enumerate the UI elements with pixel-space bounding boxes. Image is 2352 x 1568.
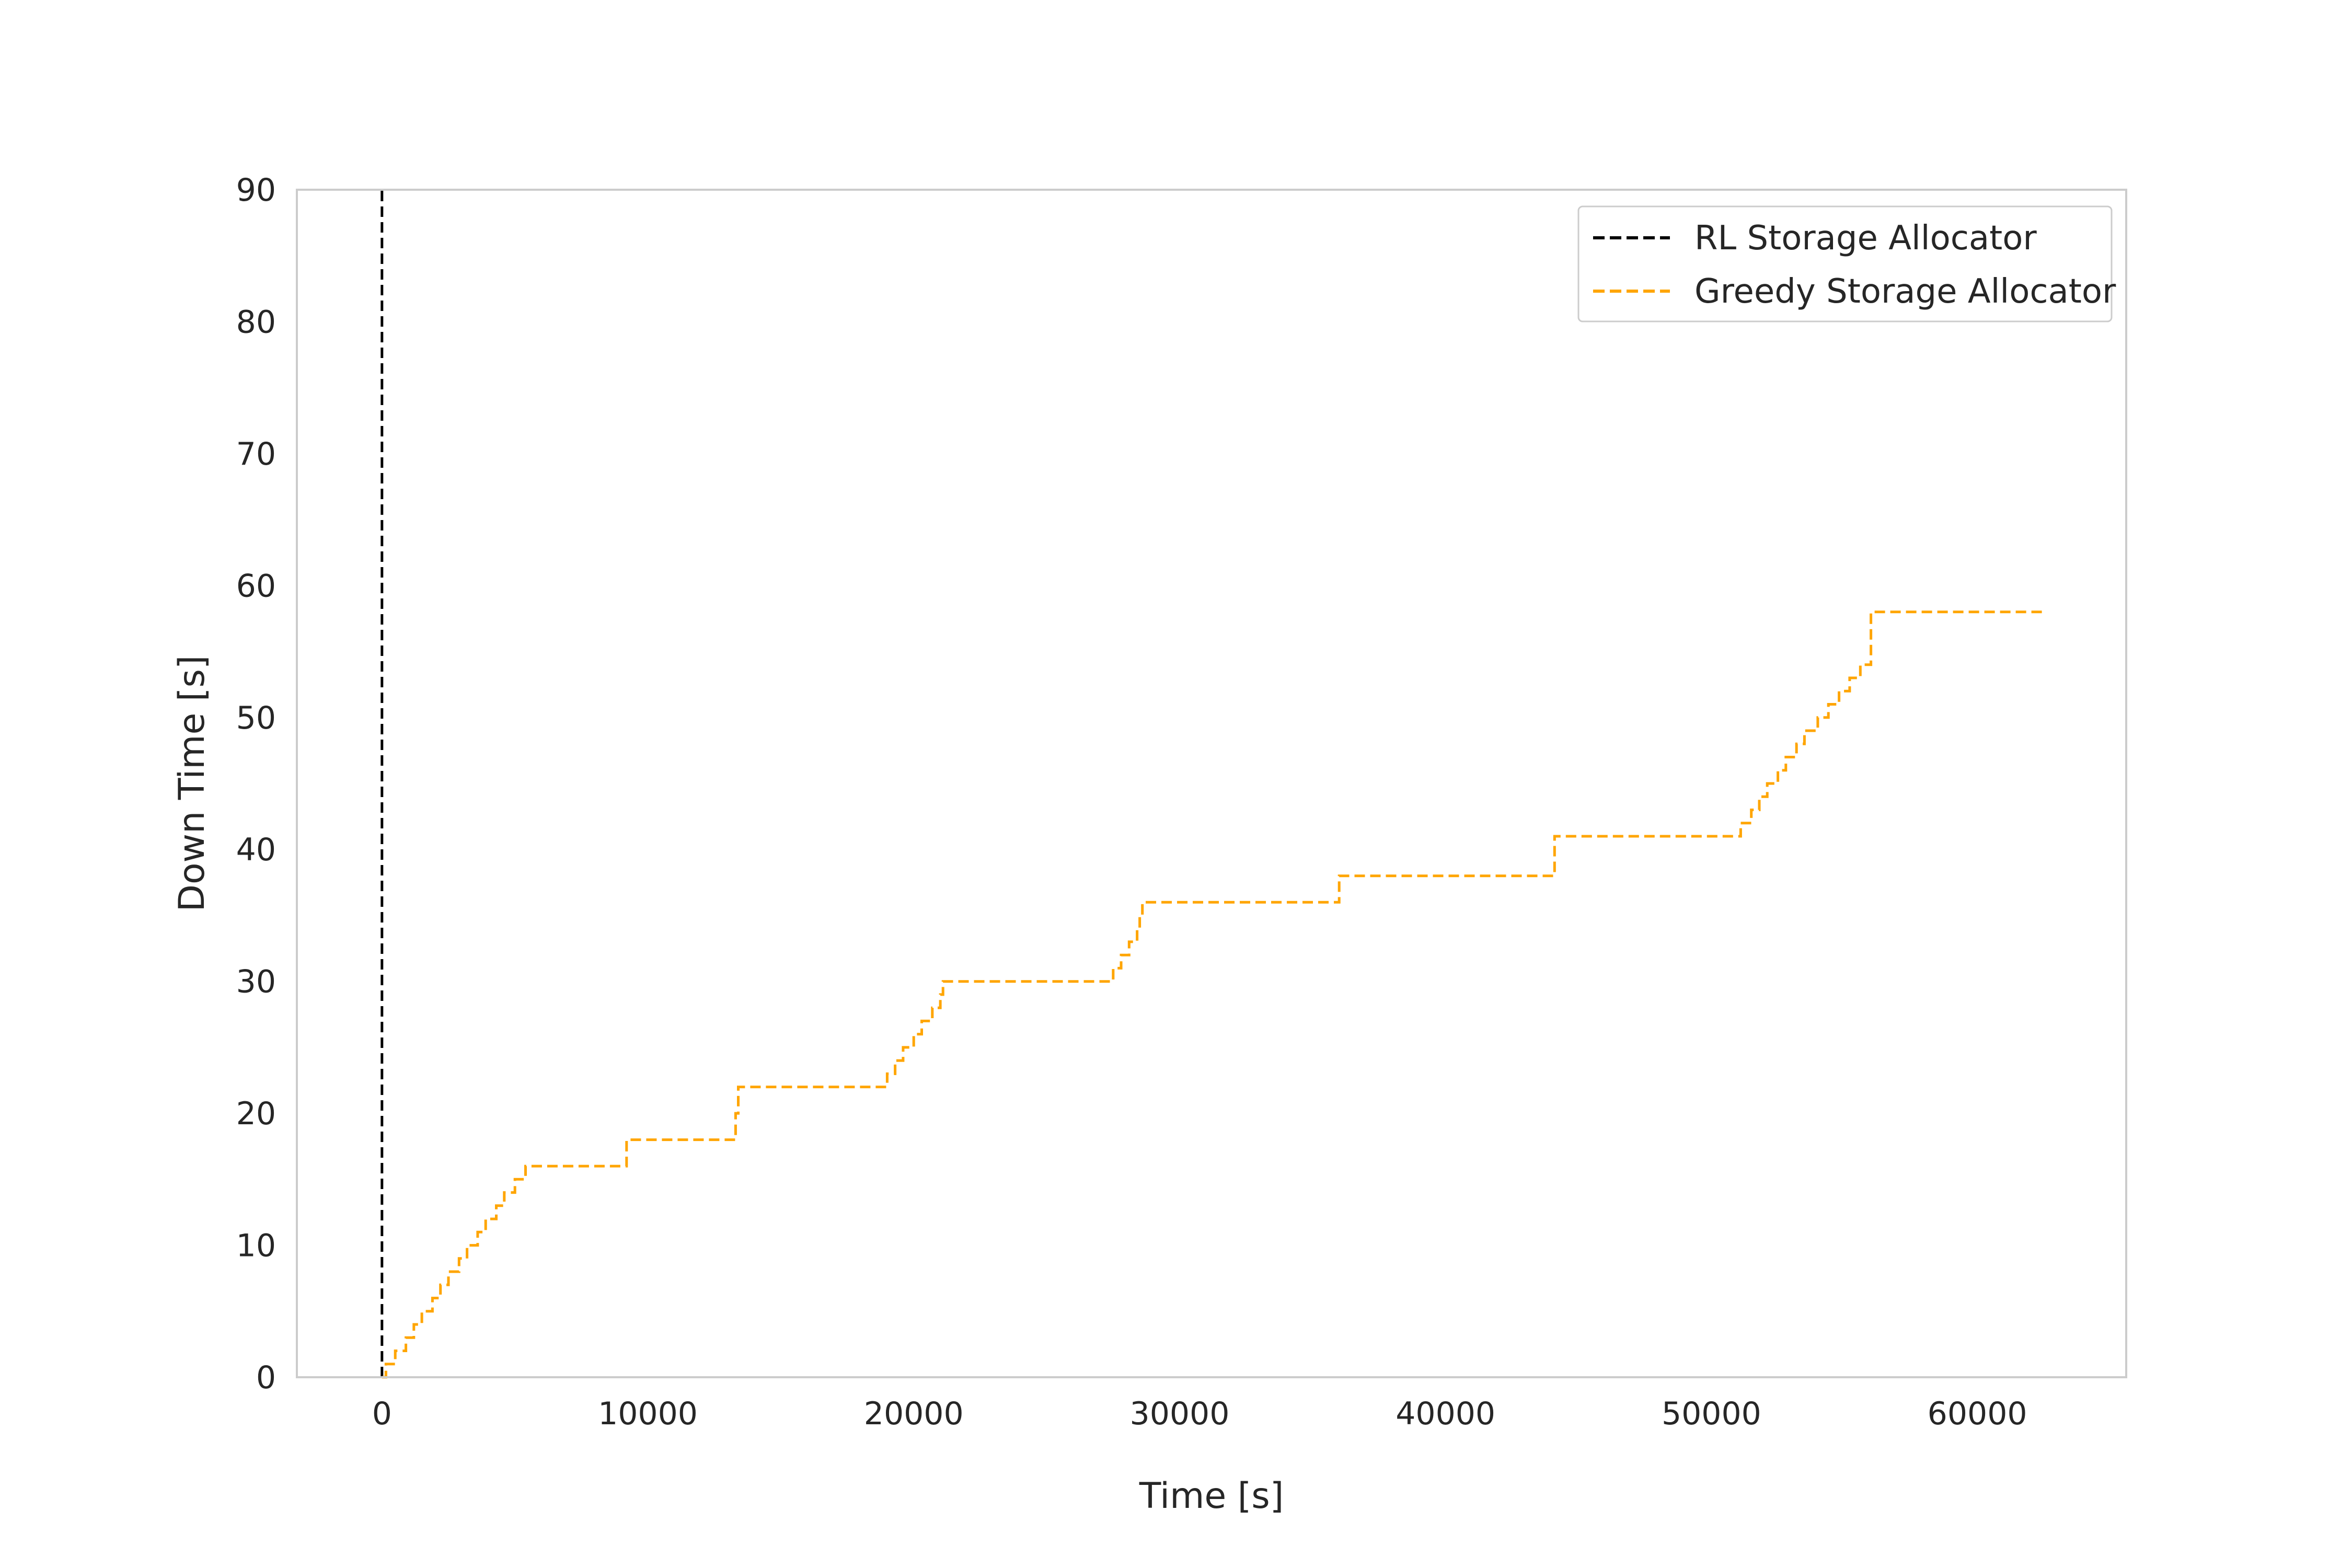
- y-tick-label: 30: [236, 964, 276, 1000]
- y-tick-label: 50: [236, 700, 276, 736]
- x-tick-label: 0: [372, 1396, 392, 1432]
- x-tick-label: 50000: [1662, 1396, 1761, 1432]
- x-tick-label: 60000: [1928, 1396, 2027, 1432]
- y-tick-label: 60: [236, 568, 276, 604]
- legend: RL Storage Allocator Greedy Storage Allo…: [1577, 205, 2116, 322]
- legend-box: [1577, 205, 2113, 322]
- legend-label-greedy: Greedy Storage Allocator: [1694, 272, 2116, 311]
- series-line-1: [382, 610, 2047, 1379]
- plot-frame: [296, 189, 2127, 1378]
- y-axis-label: Down Time [s]: [171, 655, 213, 912]
- y-tick-label: 90: [236, 172, 276, 209]
- y-tick-label: 20: [236, 1096, 276, 1132]
- y-tick-label: 80: [236, 304, 276, 340]
- x-tick-label: 30000: [1130, 1396, 1230, 1432]
- legend-label-rl: RL Storage Allocator: [1694, 219, 2037, 258]
- y-tick-label: 0: [256, 1359, 276, 1396]
- x-tick-label: 10000: [598, 1396, 698, 1432]
- y-tick-label: 70: [236, 436, 276, 472]
- y-tick-labels: 0 10 20 30 40 50 60 70 80 90: [236, 172, 276, 1396]
- y-tick-label: 10: [236, 1228, 276, 1264]
- series-layer: [381, 190, 2047, 1379]
- x-tick-labels: 0 10000 20000 30000 40000 50000 60000: [372, 1396, 2027, 1432]
- x-tick-label: 40000: [1396, 1396, 1495, 1432]
- x-axis-label: Time [s]: [1139, 1475, 1284, 1517]
- x-tick-label: 20000: [864, 1396, 964, 1432]
- y-tick-label: 40: [236, 832, 276, 868]
